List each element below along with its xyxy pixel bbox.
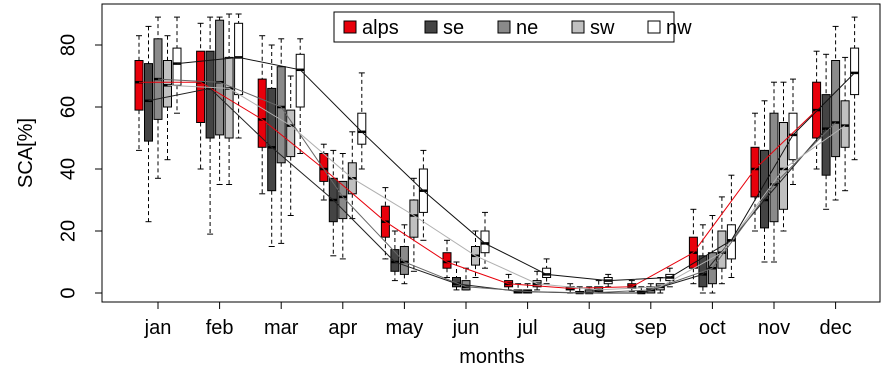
box-nw-dec bbox=[850, 47, 860, 96]
legend-label-se: se bbox=[443, 17, 464, 39]
x-tick-label-oct: oct bbox=[699, 317, 726, 339]
legend-swatch-nw bbox=[647, 20, 661, 34]
legend-label-nw: nw bbox=[666, 17, 692, 39]
box-se-mar bbox=[267, 87, 277, 192]
box-sw-dec bbox=[840, 100, 850, 148]
legend-label-ne: ne bbox=[516, 17, 538, 39]
box-ne-feb bbox=[215, 19, 225, 136]
chart-marks bbox=[134, 13, 860, 295]
y-tick-label: 0 bbox=[57, 287, 79, 298]
legend-label-alps: alps bbox=[362, 17, 399, 39]
y-tick-label: 40 bbox=[57, 158, 79, 180]
box-nw-mar bbox=[295, 53, 305, 108]
box-ne-may bbox=[399, 246, 409, 275]
y-tick-label: 60 bbox=[57, 96, 79, 118]
box-ne-dec bbox=[831, 60, 841, 158]
x-tick-label-dec: dec bbox=[819, 317, 851, 339]
box-se-may bbox=[390, 249, 400, 272]
series-nw-median-line bbox=[176, 56, 855, 282]
legend-box bbox=[333, 11, 675, 43]
x-axis: jan feb mar apr may jun jul aug sep oct nov dec bbox=[144, 302, 852, 339]
x-tick-label-apr: apr bbox=[328, 317, 357, 339]
legend: alps se ne sw nw bbox=[333, 11, 692, 43]
box-se-dec bbox=[821, 94, 831, 176]
x-tick-label-feb: feb bbox=[206, 317, 234, 339]
x-axis-label: months bbox=[459, 346, 525, 368]
series-alps-median-line bbox=[139, 81, 817, 289]
series-sw-boxes bbox=[163, 13, 850, 294]
x-tick-label-sep: sep bbox=[635, 317, 667, 339]
box-alps-nov bbox=[750, 146, 760, 198]
legend-label-sw: sw bbox=[590, 17, 615, 39]
y-tick-label: 80 bbox=[57, 34, 79, 56]
box-se-feb bbox=[205, 50, 215, 139]
box-ne-apr bbox=[338, 180, 348, 220]
series-ne-median-line bbox=[157, 78, 836, 294]
series-ne-boxes bbox=[153, 16, 841, 295]
series-se-median-line bbox=[148, 87, 827, 294]
box-nw-feb bbox=[234, 22, 244, 96]
x-tick-label-jan: jan bbox=[144, 317, 172, 339]
box-alps-jun bbox=[442, 252, 452, 269]
box-sw-mar bbox=[286, 109, 296, 158]
box-nw-jun bbox=[480, 230, 490, 254]
x-tick-label-may: may bbox=[386, 317, 424, 339]
legend-swatch-alps bbox=[343, 20, 357, 34]
box-ne-mar bbox=[276, 66, 286, 164]
box-sw-may bbox=[409, 199, 419, 238]
y-axis-label: SCA[%] bbox=[15, 118, 37, 188]
box-nw-nov bbox=[788, 112, 798, 161]
box-sw-nov bbox=[779, 122, 788, 210]
box-se-jan bbox=[144, 63, 153, 142]
box-sw-jan bbox=[163, 60, 172, 108]
y-tick-label: 20 bbox=[57, 220, 79, 242]
box-alps-mar bbox=[257, 78, 267, 148]
box-alps-jan bbox=[134, 60, 144, 111]
x-tick-label-jul: jul bbox=[517, 317, 538, 339]
x-tick-label-nov: nov bbox=[758, 317, 790, 339]
legend-swatch-sw bbox=[571, 20, 585, 34]
plot-frame bbox=[101, 3, 881, 303]
legend-swatch-ne bbox=[497, 20, 511, 34]
legend-swatch-se bbox=[424, 20, 438, 34]
box-nw-apr bbox=[357, 112, 367, 145]
x-tick-label-mar: mar bbox=[264, 317, 299, 339]
box-alps-apr bbox=[319, 153, 329, 182]
box-sw-feb bbox=[224, 56, 234, 139]
y-axis: 0 20 40 60 80 bbox=[57, 34, 102, 299]
x-tick-label-jun: jun bbox=[452, 317, 480, 339]
x-tick-label-aug: aug bbox=[573, 317, 606, 339]
